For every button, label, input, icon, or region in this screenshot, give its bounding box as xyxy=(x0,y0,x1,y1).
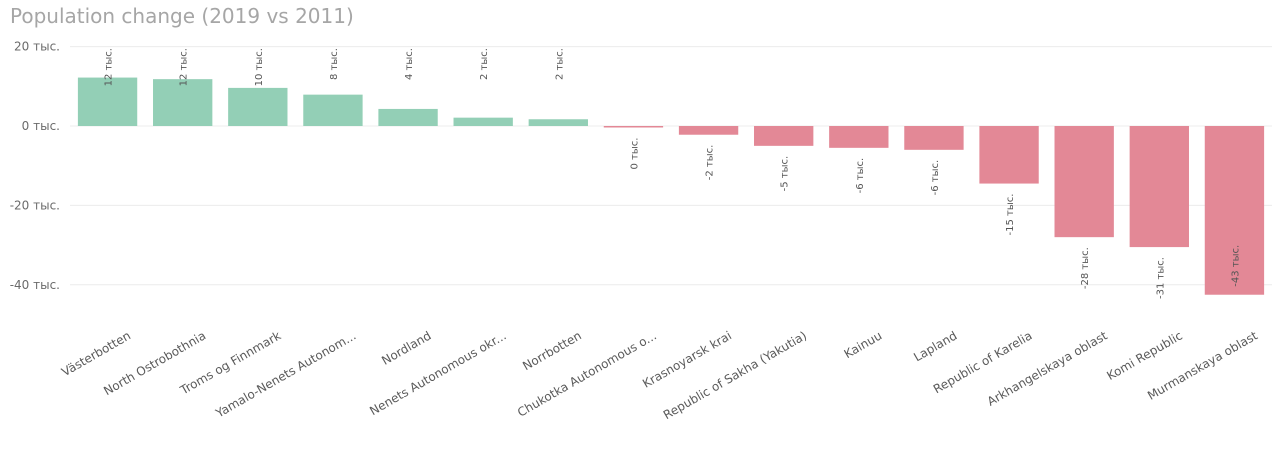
category-label: Yamalo-Nenets Autonom... xyxy=(213,328,359,420)
bar xyxy=(528,119,588,126)
bar xyxy=(1129,126,1189,248)
bar xyxy=(453,117,513,126)
data-label: 10 тыс. xyxy=(254,48,265,86)
bar xyxy=(603,126,664,128)
data-label: -15 тыс. xyxy=(1005,194,1016,236)
y-tick-label: 20 тыс. xyxy=(14,40,60,54)
data-label: -2 тыс. xyxy=(705,145,716,181)
data-label: 4 тыс. xyxy=(404,48,415,80)
data-label: 2 тыс. xyxy=(554,48,565,80)
data-label: -5 тыс. xyxy=(780,156,791,192)
data-label: 2 тыс. xyxy=(479,48,490,80)
bar xyxy=(754,126,814,146)
bar xyxy=(1054,126,1114,238)
bar xyxy=(979,126,1039,184)
bar xyxy=(829,126,889,148)
bar xyxy=(228,87,288,126)
category-label: Norrbotten xyxy=(520,328,584,373)
data-label: -31 тыс. xyxy=(1155,257,1166,299)
category-label: Lapland xyxy=(911,328,959,364)
category-label: Kainuu xyxy=(842,328,885,361)
data-label: -6 тыс. xyxy=(855,158,866,194)
bar xyxy=(77,77,138,126)
bar xyxy=(678,126,739,135)
bar xyxy=(153,79,213,126)
y-axis: 20 тыс. 0 тыс. -20 тыс. -40 тыс. xyxy=(10,40,60,292)
category-label: Västerbotten xyxy=(59,328,133,379)
y-tick-label: -40 тыс. xyxy=(10,278,60,292)
bar xyxy=(1204,126,1265,295)
bar xyxy=(378,108,438,126)
data-label: 8 тыс. xyxy=(329,48,340,80)
category-label: Chukotka Autonomous o... xyxy=(515,328,659,419)
category-label: Republic of Sakha (Yakutia) xyxy=(661,328,809,422)
data-label: 12 тыс. xyxy=(104,48,115,86)
data-label: 0 тыс. xyxy=(629,138,640,170)
data-label: -28 тыс. xyxy=(1080,247,1091,289)
category-label: Nordland xyxy=(379,328,433,367)
bar xyxy=(303,94,363,126)
bar xyxy=(904,126,964,150)
data-label: 12 тыс. xyxy=(179,48,190,86)
data-label: -43 тыс. xyxy=(1230,245,1241,287)
y-tick-label: 0 тыс. xyxy=(22,119,60,133)
chart-title: Population change (2019 vs 2011) xyxy=(10,4,354,28)
bars xyxy=(77,77,1265,295)
category-label: Arkhangelskaya oblast xyxy=(985,328,1110,408)
y-tick-label: -20 тыс. xyxy=(10,198,60,212)
data-labels: 12 тыс. 12 тыс. 10 тыс. 8 тыс. 4 тыс. 2 тыс. 2… xyxy=(104,48,1242,299)
data-label: -6 тыс. xyxy=(930,160,941,196)
category-label: Nenets Autonomous okr... xyxy=(367,328,508,418)
